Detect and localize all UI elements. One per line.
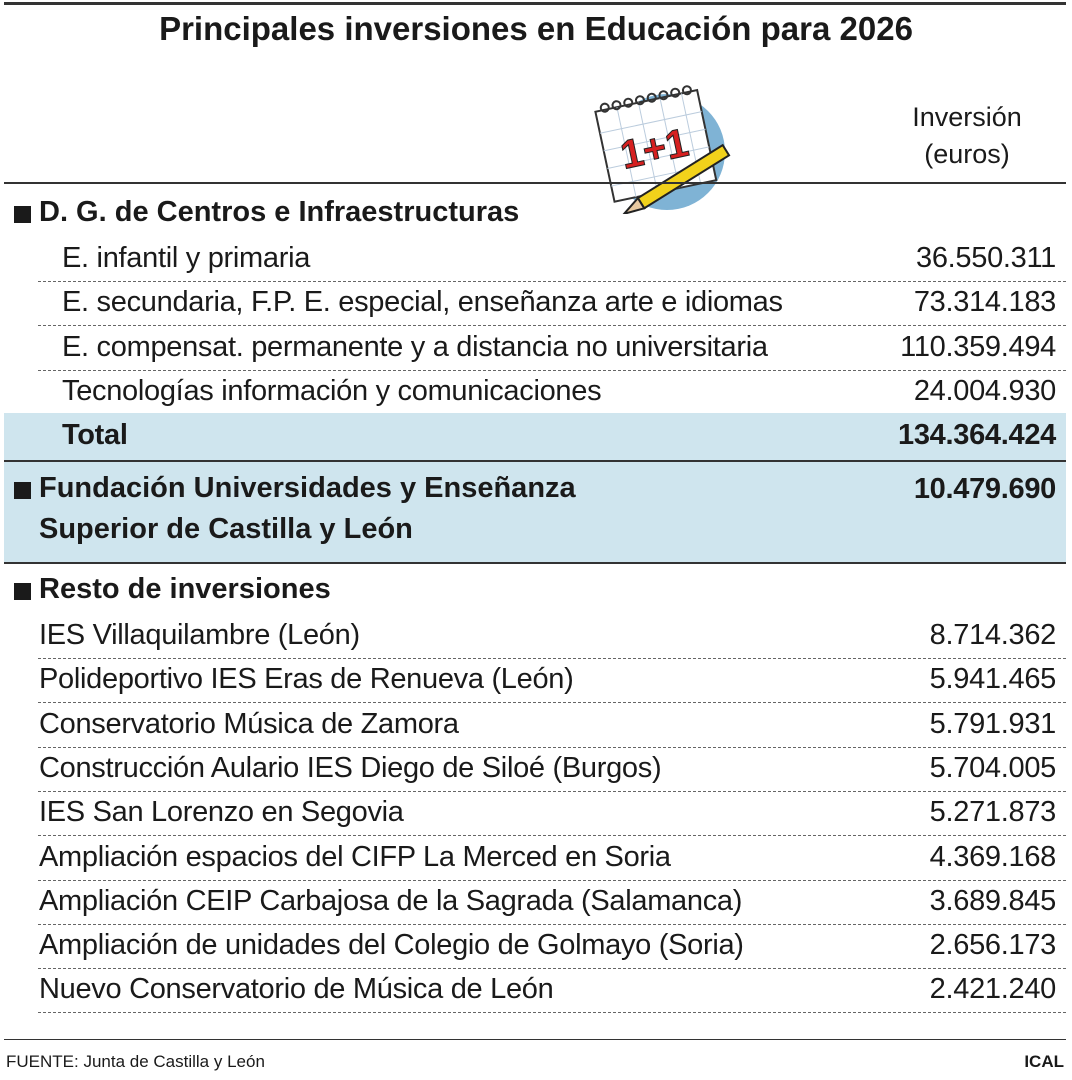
row-label: IES San Lorenzo en Segovia (39, 796, 404, 829)
row-value: 5.271.873 (929, 796, 1057, 829)
source: FUENTE: Junta de Castilla y León (6, 1052, 265, 1071)
credit: ICAL (1024, 1052, 1064, 1071)
row-value: 5.791.931 (929, 707, 1057, 740)
foundation-value: 10.479.690 (913, 473, 1056, 505)
row-label: IES Villaquilambre (León) (39, 619, 360, 651)
row-separator (38, 968, 1066, 970)
row-separator (38, 923, 1066, 925)
row-value: 24.004.930 (913, 374, 1056, 407)
row-value: 8.714.362 (929, 619, 1057, 651)
title: Principales inversiones en Educación par… (159, 10, 913, 47)
row-value: 5.941.465 (929, 663, 1057, 696)
section-title: Resto de inversiones (39, 573, 331, 605)
row-label: Conservatorio Música de Zamora (39, 707, 459, 740)
row-value: 3.689.845 (929, 884, 1057, 917)
row-value: 2.421.240 (929, 973, 1057, 1006)
row-value: 36.550.311 (916, 242, 1056, 274)
bottom-rule (4, 1039, 1066, 1040)
row-label: E. infantil y primaria (62, 242, 311, 274)
row-label: Ampliación espacios del CIFP La Merced e… (39, 840, 671, 873)
column-header-line: Inversión (912, 102, 1022, 132)
row-separator (38, 281, 1066, 282)
total-label: Total (62, 419, 128, 451)
row-separator (38, 369, 1066, 371)
bullet (14, 482, 31, 499)
section-title: Superior de Castilla y León (39, 513, 413, 545)
total-value: 134.364.424 (898, 419, 1056, 451)
row-separator (38, 746, 1066, 748)
section-rule (4, 460, 1066, 462)
row-value: 4.369.168 (929, 840, 1057, 873)
section-rule (4, 562, 1066, 564)
row-separator (38, 835, 1066, 837)
column-header-line: (euros) (924, 139, 1010, 169)
row-value: 73.314.183 (913, 286, 1056, 319)
row-value: 110.359.494 (900, 330, 1056, 363)
row-separator (38, 790, 1066, 792)
header-rule (4, 182, 1066, 184)
top-rule (4, 2, 1066, 5)
row-label: Nuevo Conservatorio de Música de León (39, 973, 554, 1006)
row-separator (38, 658, 1066, 659)
row-label: Ampliación de unidades del Colegio de Go… (39, 929, 744, 962)
row-value: 5.704.005 (929, 751, 1057, 784)
row-label: Tecnologías información y comunicaciones (62, 374, 602, 407)
row-separator (38, 702, 1066, 704)
bullet (14, 206, 31, 223)
section-title: D. G. de Centros e Infraestructuras (39, 196, 520, 228)
row-separator (38, 1012, 1066, 1014)
row-label: E. secundaria, F.P. E. especial, enseñan… (62, 286, 783, 319)
row-separator (38, 325, 1066, 327)
total-band (4, 413, 1066, 460)
bullet (14, 583, 31, 600)
row-label: Ampliación CEIP Carbajosa de la Sagrada … (39, 884, 743, 917)
icon: 1+1 (594, 85, 731, 214)
row-label: E. compensat. permanente y a distancia n… (62, 330, 768, 363)
row-label: Construcción Aulario IES Diego de Siloé … (39, 751, 662, 784)
section-title: Fundación Universidades y Enseñanza (39, 472, 576, 504)
row-value: 2.656.173 (929, 929, 1057, 962)
row-label: Polideportivo IES Eras de Renueva (León) (39, 663, 574, 696)
row-separator (38, 879, 1066, 881)
foundation-band (4, 462, 1066, 562)
